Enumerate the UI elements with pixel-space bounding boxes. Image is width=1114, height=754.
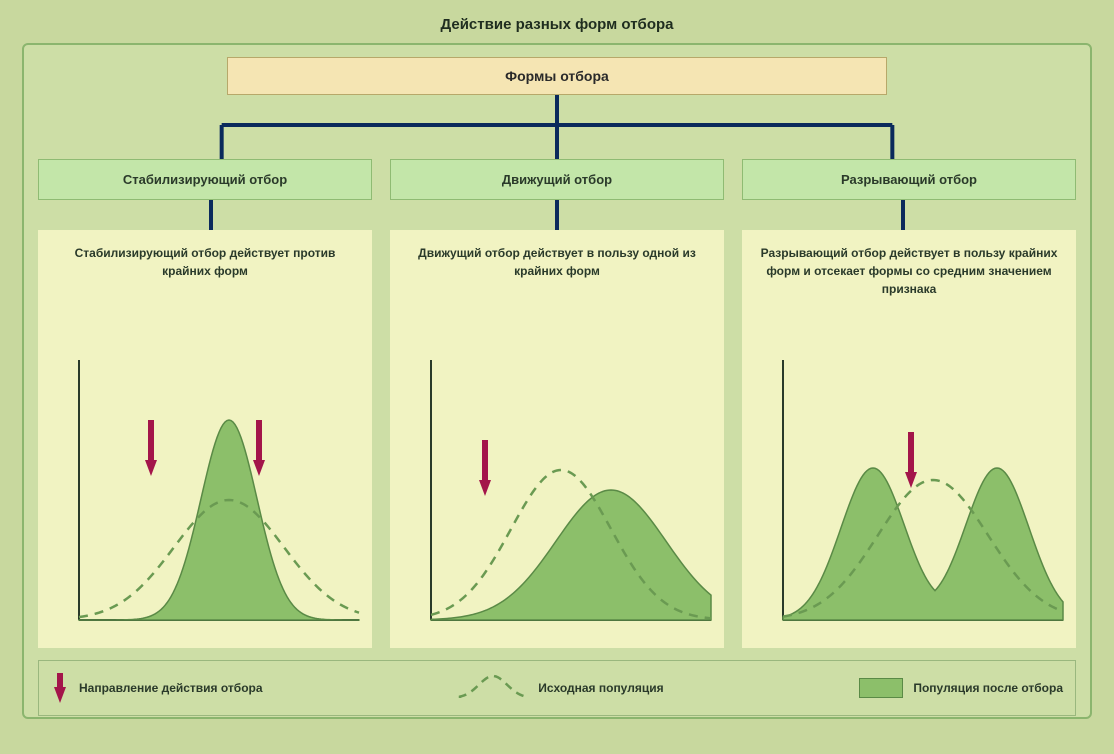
branch-directional: Движущий отбор bbox=[390, 159, 724, 200]
distribution-chart bbox=[398, 340, 716, 640]
chart-panel-directional: Движущий отбор действует в пользу одной … bbox=[390, 230, 724, 648]
distribution-chart bbox=[46, 340, 364, 640]
connector-line bbox=[901, 200, 905, 230]
legend-label: Направление действия отбора bbox=[79, 681, 263, 695]
branch-disruptive: Разрывающий отбор bbox=[742, 159, 1076, 200]
diagram-panel: Формы отбора Стабилизирующий отбор Движу… bbox=[22, 43, 1092, 719]
legend-label: Исходная популяция bbox=[538, 681, 663, 695]
legend-item-solid: Популяция после отбора bbox=[859, 678, 1063, 698]
branch-drop-connectors bbox=[38, 200, 1076, 230]
branch-row: Стабилизирующий отбор Движущий отбор Раз… bbox=[38, 159, 1076, 200]
dashed-curve-icon bbox=[458, 672, 528, 705]
legend-label: Популяция после отбора bbox=[913, 681, 1063, 695]
legend: Направление действия отбора Исходная поп… bbox=[38, 660, 1076, 716]
chart-panel-disruptive: Разрывающий отбор действует в пользу кра… bbox=[742, 230, 1076, 648]
root-node: Формы отбора bbox=[227, 57, 887, 95]
solid-swatch-icon bbox=[859, 678, 903, 698]
branch-stabilizing: Стабилизирующий отбор bbox=[38, 159, 372, 200]
chart-panel-stabilizing: Стабилизирующий отбор действует против к… bbox=[38, 230, 372, 648]
distribution-chart bbox=[750, 340, 1068, 640]
connector-line bbox=[555, 200, 559, 230]
chart-description: Разрывающий отбор действует в пользу кра… bbox=[750, 240, 1068, 332]
chart-description: Стабилизирующий отбор действует против к… bbox=[46, 240, 364, 332]
legend-item-dashed: Исходная популяция bbox=[458, 672, 663, 705]
legend-item-arrow: Направление действия отбора bbox=[51, 671, 263, 705]
arrow-icon bbox=[51, 671, 69, 705]
connector-line bbox=[209, 200, 213, 230]
chart-panels-row: Стабилизирующий отбор действует против к… bbox=[38, 230, 1076, 648]
tree-connector bbox=[54, 95, 1060, 159]
page-title: Действие разных форм отбора bbox=[0, 0, 1114, 43]
chart-description: Движущий отбор действует в пользу одной … bbox=[398, 240, 716, 332]
